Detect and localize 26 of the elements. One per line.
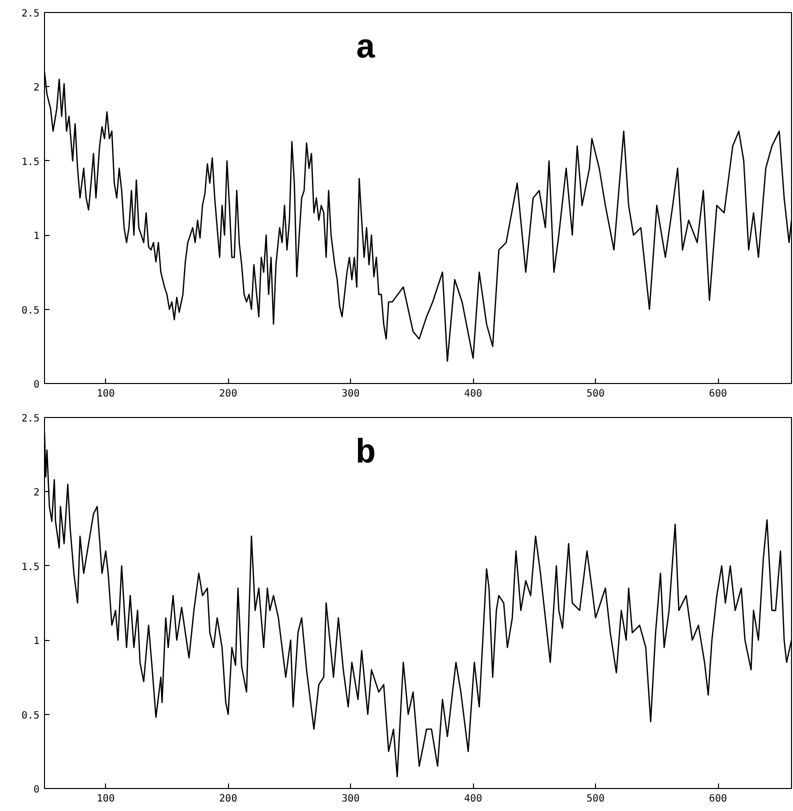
x-tick-label: 600 (708, 388, 728, 400)
x-tick-label: 400 (464, 388, 482, 400)
y-tick-label: 0 (33, 784, 40, 796)
y-tick-label: 0 (33, 380, 40, 390)
y-tick-label: 2.5 (21, 8, 40, 20)
y-tick-label: 1.5 (21, 156, 40, 168)
x-tick-label: 200 (219, 388, 238, 400)
annotation: a (356, 30, 376, 68)
x-tick-label: 300 (342, 388, 360, 400)
x-tick-label: 400 (464, 794, 482, 804)
y-tick-label: 0.5 (21, 710, 40, 722)
x-tick-label: 100 (96, 794, 115, 804)
x-tick-label: 300 (342, 794, 360, 804)
x-tick-label: 500 (586, 388, 605, 400)
y-tick-label: 1.5 (21, 562, 40, 573)
y-tick-label: 2.5 (21, 414, 40, 424)
x-tick-label: 200 (219, 794, 238, 804)
x-tick-label: 100 (96, 388, 115, 400)
x-tick-label: 500 (586, 794, 605, 804)
y-tick-label: 0.5 (21, 305, 40, 316)
annotation: b (356, 436, 376, 474)
y-tick-label: 1 (33, 636, 40, 648)
y-tick-label: 2 (33, 488, 40, 499)
y-tick-label: 1 (33, 231, 40, 242)
y-tick-label: 2 (33, 82, 40, 94)
x-tick-label: 600 (708, 794, 728, 804)
